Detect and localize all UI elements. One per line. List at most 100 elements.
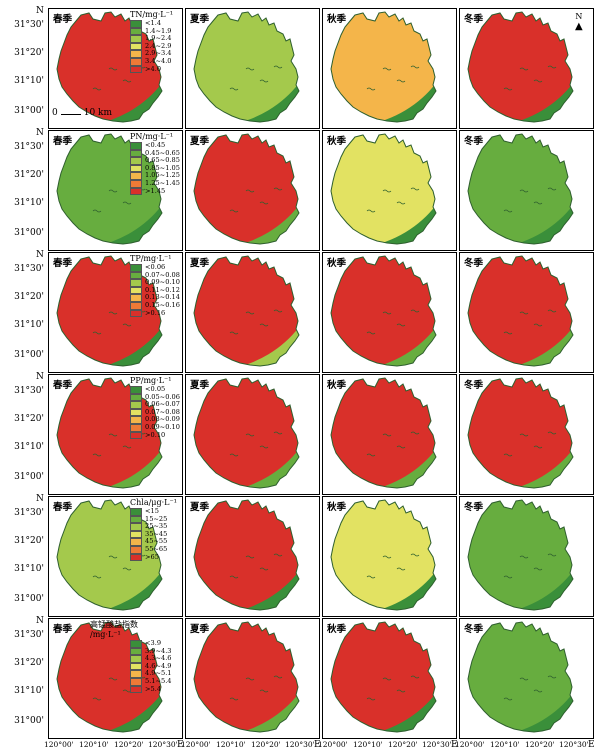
legend-swatch bbox=[130, 172, 142, 180]
island-mark bbox=[410, 553, 420, 557]
map-panel: 春季 bbox=[48, 618, 183, 739]
legend-swatch bbox=[130, 640, 142, 648]
island-mark bbox=[92, 453, 102, 457]
island-mark bbox=[92, 209, 102, 213]
island-mark bbox=[273, 309, 283, 313]
latitude-tick-label: 31°10' bbox=[14, 564, 44, 574]
legend-swatch bbox=[130, 271, 142, 280]
lake-map bbox=[56, 255, 163, 367]
legend-item: <3.9 bbox=[130, 639, 172, 648]
island-mark bbox=[366, 331, 376, 335]
legend-item: 0.11~0.12 bbox=[130, 286, 180, 295]
legend-swatch bbox=[130, 309, 142, 318]
island-mark bbox=[503, 87, 513, 91]
longitude-tick-label: 120°10' bbox=[353, 740, 383, 749]
latitude-tick-label: 31°20' bbox=[14, 536, 44, 546]
legend-swatch bbox=[130, 393, 142, 402]
map-panel: 夏季 bbox=[185, 252, 320, 373]
island-mark bbox=[245, 433, 255, 437]
axis-label-north: N bbox=[36, 372, 44, 382]
legend-item: <0.06 bbox=[130, 263, 180, 272]
lake-map bbox=[467, 377, 574, 489]
lake-outline bbox=[56, 11, 163, 123]
legend-item-label: 3.9~4.3 bbox=[145, 646, 172, 655]
legend-item-label: 4.3~4.6 bbox=[145, 654, 172, 663]
lake-map bbox=[56, 377, 163, 489]
contour-band bbox=[468, 378, 573, 488]
season-label: 秋季 bbox=[327, 136, 347, 147]
island-mark bbox=[366, 697, 376, 701]
lake-map bbox=[193, 133, 300, 245]
legend-item: 0.05~0.06 bbox=[130, 393, 180, 402]
contour-band bbox=[468, 134, 573, 244]
legend-swatch bbox=[130, 302, 142, 310]
legend-swatch bbox=[130, 286, 142, 295]
island-mark bbox=[273, 675, 283, 679]
legend-item: >5.4 bbox=[130, 685, 172, 694]
island-mark bbox=[396, 689, 406, 693]
lake-outline bbox=[467, 255, 574, 367]
lake-map bbox=[330, 377, 437, 489]
season-label: 夏季 bbox=[190, 258, 210, 269]
legend-swatch bbox=[130, 65, 142, 74]
island-mark bbox=[382, 189, 392, 193]
island-mark bbox=[259, 689, 269, 693]
legend-swatch bbox=[130, 58, 142, 66]
map-panel: 秋季 bbox=[322, 374, 457, 495]
legend-item-label: <0.06 bbox=[145, 263, 166, 271]
map-panel: 夏季 bbox=[185, 496, 320, 617]
island-mark bbox=[519, 433, 529, 437]
contour-band bbox=[331, 12, 436, 122]
season-label: 秋季 bbox=[327, 624, 347, 635]
island-mark bbox=[366, 575, 376, 579]
legend-item: 1.4~1.9 bbox=[130, 27, 173, 36]
legend-item: >0.16 bbox=[130, 309, 180, 318]
lake-outline bbox=[330, 621, 437, 733]
legend-item-label: 35~45 bbox=[145, 529, 168, 538]
legend-swatch bbox=[130, 431, 142, 440]
island-mark bbox=[503, 575, 513, 579]
island-mark bbox=[547, 309, 557, 313]
lake-outline bbox=[467, 377, 574, 489]
map-panel: 夏季 bbox=[185, 130, 320, 251]
legend-item-label: 2.9~3.4 bbox=[145, 49, 172, 58]
map-legend: TN/mg·L⁻¹ <1.4 1.4~1.9 1.9~2.4 2.4~2.9 2.9~3.… bbox=[130, 10, 173, 74]
map-panel: 秋季 bbox=[322, 8, 457, 129]
season-label: 夏季 bbox=[190, 380, 210, 391]
legend-swatch bbox=[130, 538, 142, 546]
lake-outline bbox=[467, 11, 574, 123]
island-mark bbox=[410, 431, 420, 435]
latitude-tick-label: 31°20' bbox=[14, 292, 44, 302]
latitude-tick-label: 31°30' bbox=[14, 386, 44, 396]
legend-item-label: <15 bbox=[145, 507, 159, 515]
lake-outline bbox=[330, 377, 437, 489]
legend-title: Chla/μg·L⁻¹ bbox=[130, 498, 177, 507]
season-label: 春季 bbox=[53, 624, 73, 635]
island-mark bbox=[273, 553, 283, 557]
island-mark bbox=[229, 331, 239, 335]
latitude-tick-label: 31°20' bbox=[14, 414, 44, 424]
lake-outline bbox=[193, 621, 300, 733]
longitude-tick-label: 120°00' bbox=[181, 740, 211, 749]
legend-item-label: 0.09~0.10 bbox=[145, 422, 180, 431]
legend-item: <15 bbox=[130, 507, 177, 516]
latitude-tick-label: 31°00' bbox=[14, 594, 44, 604]
contour-band bbox=[331, 134, 436, 244]
island-mark bbox=[503, 697, 513, 701]
legend-item: 45~55 bbox=[130, 538, 177, 546]
legend-item: 0.13~0.14 bbox=[130, 294, 180, 302]
axis-label-east: E bbox=[588, 740, 595, 750]
map-legend: 高锰酸盐指数/mg·L⁻¹ <3.9 3.9~4.3 4.3~4.6 4.6~4.9 4.… bbox=[90, 620, 172, 694]
island-mark bbox=[519, 555, 529, 559]
map-panel: 冬季 bbox=[459, 496, 594, 617]
lake-outline bbox=[56, 377, 163, 489]
island-mark bbox=[259, 323, 269, 327]
axis-label-north: N bbox=[36, 250, 44, 260]
legend-item: 0.09~0.10 bbox=[130, 279, 180, 287]
legend-swatch bbox=[130, 670, 142, 678]
legend-swatch bbox=[130, 42, 142, 51]
legend-item-label: 2.4~2.9 bbox=[145, 41, 172, 50]
legend-title: 高锰酸盐指数 bbox=[90, 620, 138, 629]
latitude-tick-label: 31°00' bbox=[14, 228, 44, 238]
map-panel: 秋季 bbox=[322, 130, 457, 251]
